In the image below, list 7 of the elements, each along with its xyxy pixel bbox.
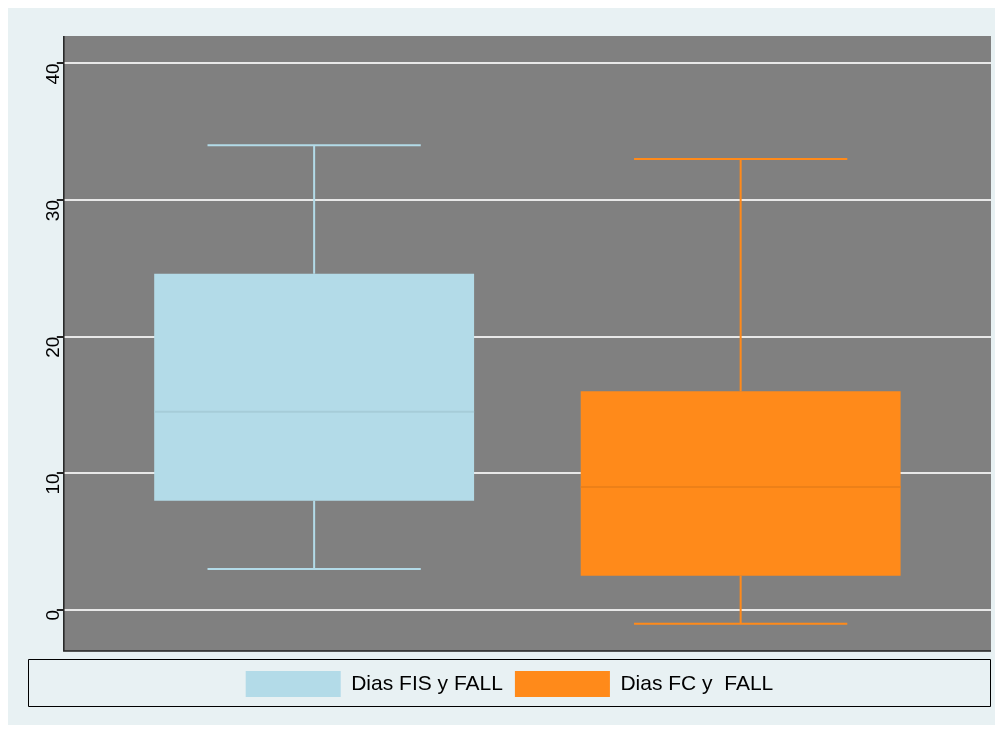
y-tick-label: 30 <box>42 200 64 222</box>
legend-label: Dias FIS y FALL <box>351 670 503 694</box>
y-tick-label: 0 <box>42 610 64 621</box>
y-tick-label: 20 <box>42 336 64 358</box>
legend-label: Dias FC y FALL <box>620 670 774 694</box>
y-tick-label: 10 <box>42 473 64 495</box>
y-tick-label: 40 <box>42 63 64 85</box>
